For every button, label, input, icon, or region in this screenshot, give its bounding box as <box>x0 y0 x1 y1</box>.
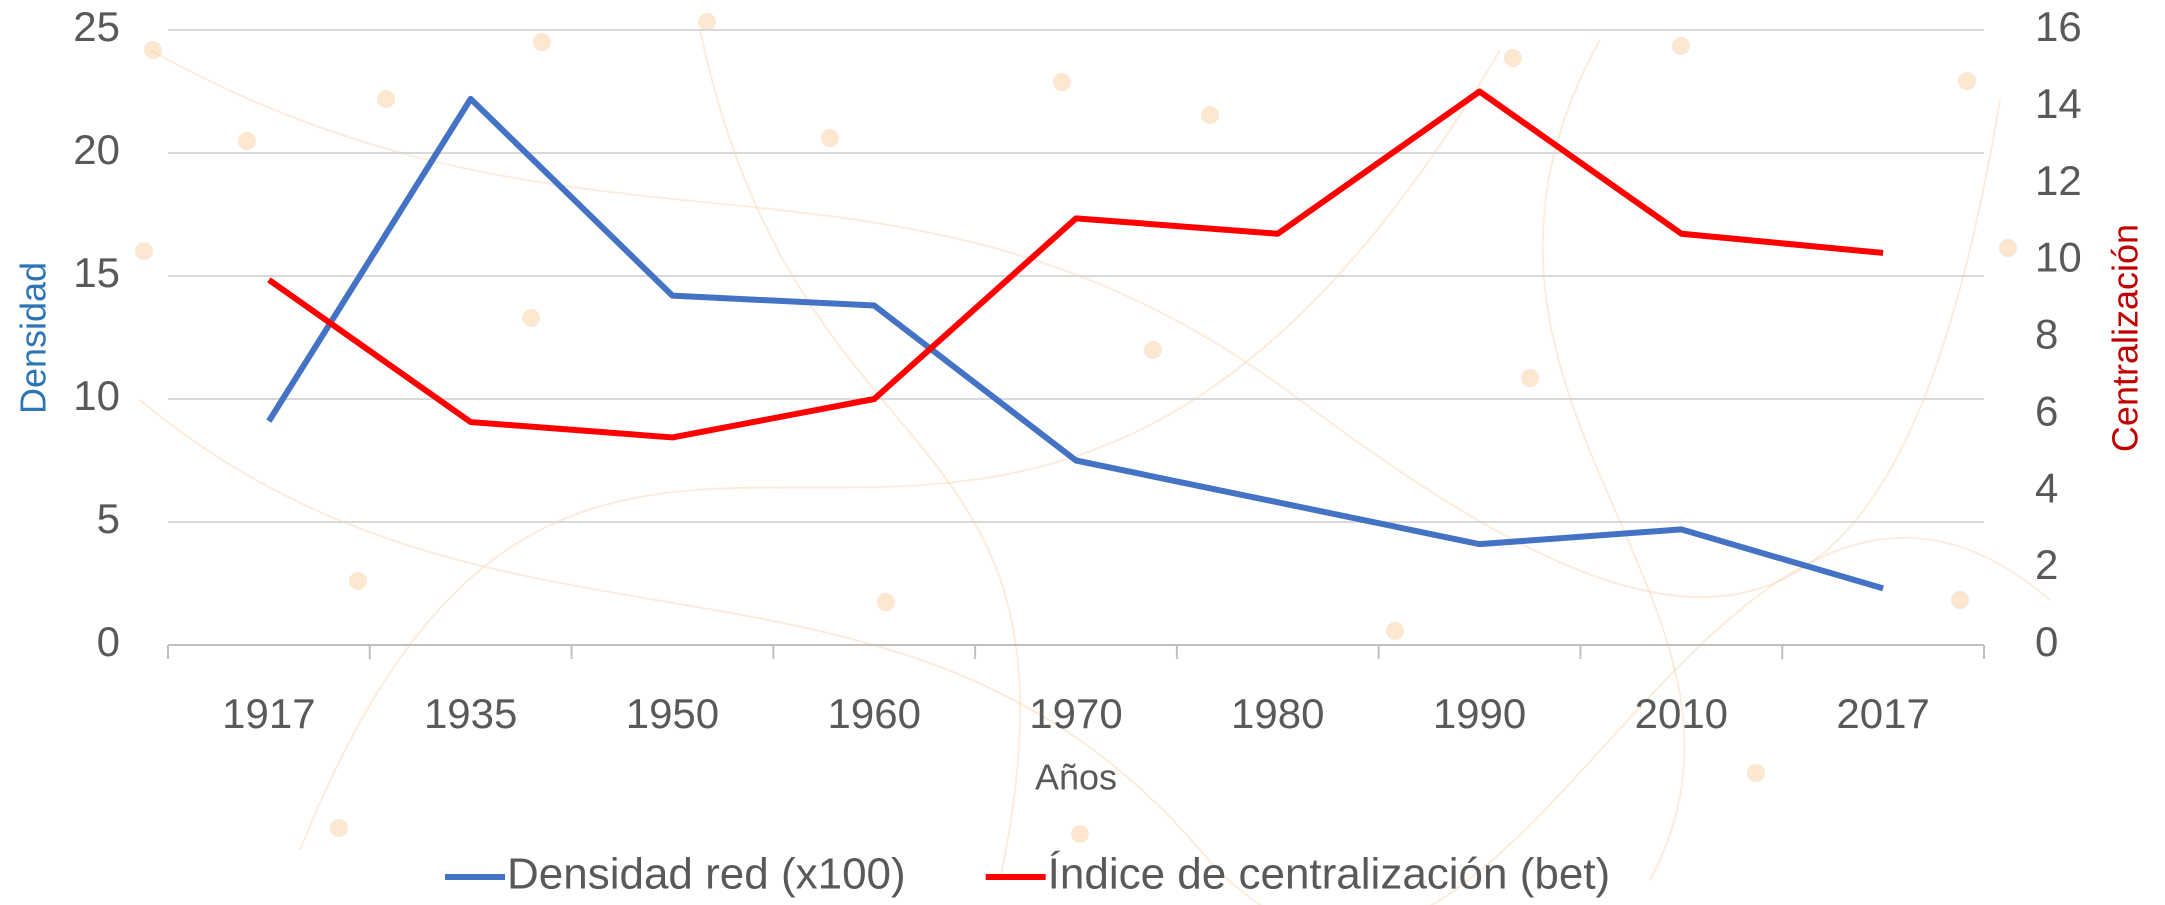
network-node <box>1999 239 2017 257</box>
y2-axis-title: Centralización <box>2105 224 2146 452</box>
network-node <box>821 129 839 147</box>
network-node <box>1053 73 1071 91</box>
network-node <box>1071 825 1089 843</box>
y-axis-title: Densidad <box>13 262 54 414</box>
network-node <box>1521 369 1539 387</box>
network-node <box>1386 622 1404 640</box>
y2-tick-label: 16 <box>2035 3 2082 50</box>
network-node <box>135 242 153 260</box>
x-tick-label: 1917 <box>222 690 315 737</box>
y2-tick-label: 2 <box>2035 541 2058 588</box>
network-node <box>238 132 256 150</box>
legend-label: Densidad red (x100) <box>507 850 906 899</box>
y2-tick-label: 0 <box>2035 618 2058 665</box>
data-line <box>267 88 1884 441</box>
x-tick-label: 1990 <box>1433 690 1526 737</box>
y-tick-label: 5 <box>97 495 120 542</box>
x-tick-label: 1960 <box>828 690 921 737</box>
network-node <box>522 309 540 327</box>
network-node <box>144 41 162 59</box>
network-node <box>533 33 551 51</box>
network-edge <box>1541 39 1686 881</box>
x-tick-label: 2017 <box>1836 690 1929 737</box>
network-edge <box>139 399 2051 905</box>
network-edge <box>699 29 1022 881</box>
network-node <box>1504 49 1522 67</box>
y2-tick-label: 10 <box>2035 234 2082 281</box>
y2-tick-label: 14 <box>2035 80 2082 127</box>
x-tick-label: 1935 <box>424 690 517 737</box>
x-axis-title: Años <box>1035 757 1117 798</box>
network-node <box>1958 72 1976 90</box>
network-node <box>330 819 348 837</box>
y2-tick-label: 12 <box>2035 157 2082 204</box>
x-tick-label: 2010 <box>1635 690 1728 737</box>
background-network <box>135 13 2051 905</box>
y-tick-label: 25 <box>73 3 120 50</box>
network-node <box>1747 764 1765 782</box>
network-node <box>1201 106 1219 124</box>
y-tick-label: 10 <box>73 372 120 419</box>
network-node <box>1144 341 1162 359</box>
network-edge <box>149 49 2001 598</box>
y2-tick-label: 8 <box>2035 311 2058 358</box>
network-node <box>1672 37 1690 55</box>
network-node <box>698 13 716 31</box>
network-node <box>877 593 895 611</box>
network-node <box>349 572 367 590</box>
network-node <box>377 90 395 108</box>
network-node <box>1951 591 1969 609</box>
y-tick-label: 15 <box>73 249 120 296</box>
network-edge <box>299 49 1501 851</box>
data-line <box>266 95 1884 592</box>
x-tick-label: 1970 <box>1029 690 1122 737</box>
y2-tick-label: 4 <box>2035 464 2058 511</box>
x-tick-label: 1950 <box>626 690 719 737</box>
y-tick-label: 20 <box>73 126 120 173</box>
y-tick-label: 0 <box>97 618 120 665</box>
y2-tick-label: 6 <box>2035 387 2058 434</box>
legend-label: Índice de centralización (bet) <box>1048 850 1611 899</box>
x-tick-label: 1980 <box>1231 690 1324 737</box>
